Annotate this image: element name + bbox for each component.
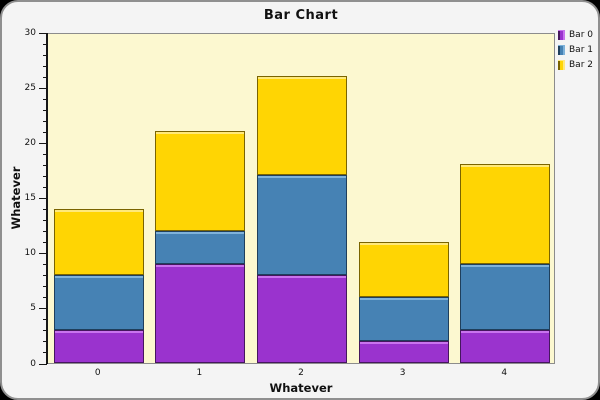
bar-3-segment-2 bbox=[358, 241, 449, 297]
bar-0-segment-0 bbox=[53, 329, 144, 363]
x-tick-label: 4 bbox=[501, 368, 508, 378]
y-tick-label: 15 bbox=[24, 193, 36, 203]
bar-4-segment-1 bbox=[460, 263, 551, 330]
legend-label: Bar 2 bbox=[569, 59, 593, 70]
y-minor-tick bbox=[43, 242, 47, 244]
bar-1-segment-0 bbox=[155, 263, 246, 363]
legend-item-2: Bar 2 bbox=[558, 59, 593, 70]
y-minor-tick bbox=[43, 98, 47, 100]
bar-4-segment-2 bbox=[460, 164, 551, 264]
y-minor-tick bbox=[43, 54, 47, 56]
y-axis-title: Whatever bbox=[9, 166, 23, 230]
bar-0-segment-1 bbox=[53, 274, 144, 330]
y-major-tick bbox=[39, 253, 47, 255]
y-tick-label: 5 bbox=[30, 303, 36, 314]
bar-2-segment-2 bbox=[257, 76, 347, 176]
y-minor-tick bbox=[43, 65, 47, 67]
y-tick-label: 0 bbox=[30, 358, 36, 369]
y-major-tick bbox=[39, 363, 47, 365]
y-minor-tick bbox=[43, 186, 47, 188]
y-tick-label: 10 bbox=[24, 248, 36, 259]
y-major-tick bbox=[39, 308, 47, 310]
y-major-tick bbox=[39, 198, 47, 199]
y-minor-tick bbox=[43, 330, 47, 332]
y-minor-tick bbox=[43, 297, 47, 299]
legend-swatch-icon bbox=[558, 59, 565, 70]
x-tick-label: 3 bbox=[399, 368, 406, 378]
x-axis-title: Whatever bbox=[269, 381, 333, 395]
bar-1-segment-2 bbox=[155, 131, 246, 231]
y-tick-label: 25 bbox=[24, 82, 36, 93]
y-minor-tick bbox=[43, 341, 47, 343]
y-minor-tick bbox=[43, 43, 47, 45]
y-minor-tick bbox=[43, 275, 47, 277]
bar-2-segment-0 bbox=[257, 274, 347, 363]
legend-swatch-icon bbox=[558, 44, 565, 55]
x-tick-label: 1 bbox=[196, 368, 203, 378]
y-minor-tick bbox=[43, 131, 47, 133]
legend-item-0: Bar 0 bbox=[558, 29, 593, 40]
legend-swatch-icon bbox=[558, 29, 565, 40]
bar-4-segment-0 bbox=[460, 329, 551, 363]
y-major-tick bbox=[39, 32, 47, 34]
bar-0-segment-2 bbox=[53, 208, 144, 275]
bar-3-segment-1 bbox=[358, 296, 449, 341]
plot-area bbox=[47, 33, 555, 364]
y-tick-label: 30 bbox=[24, 27, 36, 38]
y-minor-tick bbox=[43, 264, 47, 266]
y-minor-tick bbox=[43, 220, 47, 222]
y-axis-line bbox=[46, 33, 48, 364]
bar-2-segment-1 bbox=[257, 175, 347, 275]
bar-3-segment-0 bbox=[358, 340, 449, 363]
x-tick-label: 0 bbox=[94, 368, 101, 378]
y-minor-tick bbox=[43, 175, 47, 177]
y-minor-tick bbox=[43, 109, 47, 111]
y-tick-label: 20 bbox=[24, 137, 36, 148]
y-minor-tick bbox=[43, 352, 47, 354]
y-minor-tick bbox=[43, 319, 47, 321]
y-major-tick bbox=[39, 142, 47, 144]
y-minor-tick bbox=[43, 120, 47, 122]
y-minor-tick bbox=[43, 76, 47, 78]
y-major-tick bbox=[39, 87, 47, 89]
legend-label: Bar 1 bbox=[569, 44, 593, 55]
y-minor-tick bbox=[43, 209, 47, 211]
y-minor-tick bbox=[43, 231, 47, 233]
legend: Bar 0 Bar 1 Bar 2 bbox=[558, 29, 593, 70]
legend-label: Bar 0 bbox=[569, 29, 593, 40]
bar-1-segment-1 bbox=[155, 230, 246, 264]
x-tick-label: 2 bbox=[298, 368, 304, 378]
legend-item-1: Bar 1 bbox=[558, 44, 593, 55]
y-minor-tick bbox=[43, 153, 47, 155]
y-minor-tick bbox=[43, 164, 47, 166]
chart-title: Bar Chart bbox=[263, 8, 339, 23]
y-minor-tick bbox=[43, 286, 47, 288]
